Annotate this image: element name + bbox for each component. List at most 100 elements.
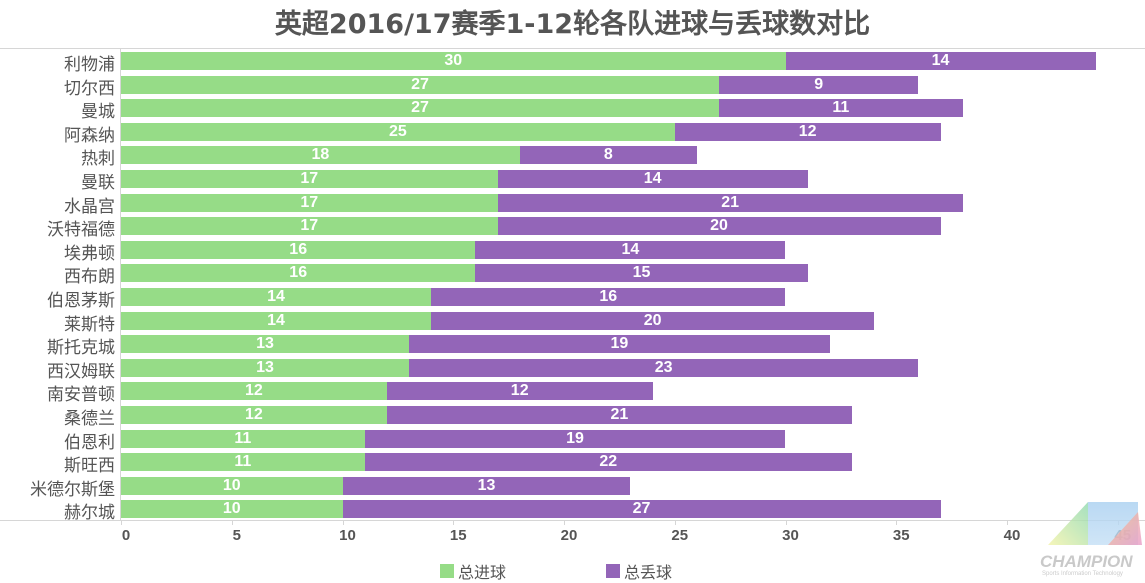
category-label: 曼城 bbox=[81, 102, 115, 123]
bar-goals-against[interactable]: 21 bbox=[497, 193, 963, 212]
bar-value-label: 14 bbox=[267, 311, 285, 329]
x-tick-label: 35 bbox=[892, 527, 910, 544]
bar-goals-against[interactable]: 19 bbox=[364, 429, 786, 448]
x-tick-mark bbox=[121, 520, 122, 525]
bar-value-label: 20 bbox=[710, 217, 728, 235]
bar-goals-for[interactable]: 14 bbox=[121, 311, 432, 330]
bar-goals-against[interactable]: 11 bbox=[719, 99, 963, 118]
bar-goals-against[interactable]: 27 bbox=[342, 500, 941, 519]
bar-goals-for[interactable]: 30 bbox=[121, 52, 786, 70]
x-tick-label: 0 bbox=[121, 527, 131, 544]
x-axis-line bbox=[0, 520, 1145, 521]
bar-row: 曼联 17 14 bbox=[0, 170, 1145, 193]
category-label: 利物浦 bbox=[64, 55, 115, 75]
bar-value-label: 17 bbox=[300, 193, 319, 211]
bar-value-label: 14 bbox=[621, 240, 640, 258]
category-label: 西布朗 bbox=[64, 267, 115, 288]
bar-row: 埃弗顿 16 14 bbox=[0, 240, 1145, 264]
bar-goals-against[interactable]: 15 bbox=[475, 264, 808, 283]
plot-top-border bbox=[0, 48, 1145, 49]
bar-goals-against[interactable]: 12 bbox=[674, 122, 941, 141]
bar-value-label: 27 bbox=[411, 75, 429, 93]
bar-goals-for[interactable]: 10 bbox=[121, 500, 343, 519]
bar-value-label: 16 bbox=[289, 240, 308, 258]
bar-row: 伯恩茅斯 14 16 bbox=[0, 288, 1145, 311]
category-label: 南安普顿 bbox=[47, 385, 115, 406]
bar-value-label: 17 bbox=[300, 170, 319, 187]
bar-goals-for[interactable]: 12 bbox=[121, 406, 387, 424]
bar-goals-for[interactable]: 27 bbox=[121, 75, 720, 94]
bar-value-label: 20 bbox=[643, 311, 662, 329]
legend-item-goals-for[interactable]: 总进球 bbox=[440, 559, 506, 583]
bar-goals-for[interactable]: 27 bbox=[121, 99, 720, 118]
bar-row: 西布朗 16 15 bbox=[0, 264, 1145, 287]
bar-value-label: 23 bbox=[654, 358, 673, 376]
bar-goals-against[interactable]: 22 bbox=[364, 453, 852, 472]
x-tick-mark bbox=[785, 520, 787, 525]
bar-goals-against[interactable]: 9 bbox=[719, 75, 919, 94]
bar-row: 切尔西 27 9 bbox=[0, 75, 1145, 99]
category-label: 水晶宫 bbox=[64, 196, 115, 217]
x-tick-label: 40 bbox=[1003, 527, 1021, 544]
bar-goals-against[interactable]: 14 bbox=[475, 240, 786, 259]
bar-goals-against[interactable]: 21 bbox=[386, 406, 852, 424]
bar-value-label: 17 bbox=[300, 217, 319, 235]
bar-value-label: 21 bbox=[721, 193, 740, 211]
bar-goals-for[interactable]: 11 bbox=[121, 429, 365, 448]
legend-item-goals-against[interactable]: 总丢球 bbox=[606, 559, 672, 583]
bar-value-label: 27 bbox=[632, 500, 651, 518]
bar-goals-against[interactable]: 23 bbox=[408, 358, 919, 377]
x-tick-label: 5 bbox=[232, 527, 241, 544]
bar-goals-against[interactable]: 14 bbox=[497, 170, 808, 188]
bar-goals-for[interactable]: 13 bbox=[121, 335, 409, 354]
bar-goals-for[interactable]: 14 bbox=[121, 288, 432, 306]
chart-title: 英超2016/17赛季1-12轮各队进球与丢球数对比 bbox=[274, 9, 871, 40]
bar-goals-for[interactable]: 16 bbox=[121, 240, 476, 259]
category-label: 沃特福德 bbox=[47, 220, 115, 241]
category-label: 伯恩茅斯 bbox=[47, 291, 115, 311]
bar-goals-against[interactable]: 13 bbox=[342, 476, 631, 495]
x-tick-mark bbox=[564, 520, 565, 525]
bar-goals-against[interactable]: 14 bbox=[785, 52, 1096, 70]
bar-row: 阿森纳 25 12 bbox=[0, 122, 1145, 146]
bar-goals-against[interactable]: 19 bbox=[408, 335, 830, 354]
bar-goals-for[interactable]: 17 bbox=[121, 217, 498, 236]
bar-row: 米德尔斯堡 10 13 bbox=[0, 476, 1145, 500]
category-label: 曼联 bbox=[81, 173, 115, 193]
bar-value-label: 11 bbox=[234, 453, 252, 471]
category-label: 热刺 bbox=[81, 149, 115, 170]
category-label: 桑德兰 bbox=[64, 409, 115, 429]
bar-goals-against[interactable]: 20 bbox=[497, 217, 941, 236]
bar-goals-for[interactable]: 25 bbox=[121, 122, 675, 141]
bar-value-label: 11 bbox=[832, 99, 850, 117]
bar-row: 水晶宫 17 21 bbox=[0, 193, 1145, 217]
bar-value-label: 11 bbox=[234, 429, 252, 447]
legend-swatch-goals-against bbox=[606, 564, 621, 578]
x-tick-label: 25 bbox=[671, 527, 689, 544]
x-tick-mark bbox=[342, 520, 344, 525]
bar-goals-for[interactable]: 18 bbox=[121, 146, 520, 165]
bar-goals-for[interactable]: 17 bbox=[121, 170, 498, 188]
bar-goals-for[interactable]: 16 bbox=[121, 264, 476, 283]
bar-goals-against[interactable]: 12 bbox=[386, 382, 653, 401]
bar-goals-against[interactable]: 16 bbox=[431, 288, 786, 306]
bar-goals-against[interactable]: 8 bbox=[519, 146, 697, 165]
bar-row: 曼城 27 11 bbox=[0, 99, 1145, 122]
bar-value-label: 14 bbox=[267, 288, 285, 305]
bar-goals-against[interactable]: 20 bbox=[431, 311, 875, 330]
category-label: 切尔西 bbox=[64, 78, 115, 99]
bar-goals-for[interactable]: 13 bbox=[121, 358, 409, 377]
bar-goals-for[interactable]: 17 bbox=[121, 193, 498, 212]
bar-goals-for[interactable]: 12 bbox=[121, 382, 387, 401]
legend: 总进球 总丢球 bbox=[440, 559, 672, 583]
category-label: 莱斯特 bbox=[64, 314, 115, 335]
x-tick-mark bbox=[231, 520, 233, 525]
bar-row: 斯托克城 13 19 bbox=[0, 335, 1145, 358]
bar-goals-for[interactable]: 10 bbox=[121, 476, 343, 495]
bar-row: 赫尔城 10 27 bbox=[0, 500, 1145, 523]
bar-value-label: 14 bbox=[931, 52, 950, 69]
bar-row: 桑德兰 12 21 bbox=[0, 406, 1145, 429]
bar-row: 利物浦 30 14 bbox=[0, 52, 1145, 75]
bar-goals-for[interactable]: 11 bbox=[121, 453, 365, 472]
watermark-subtitle: Sports Information Technology bbox=[1042, 571, 1123, 577]
